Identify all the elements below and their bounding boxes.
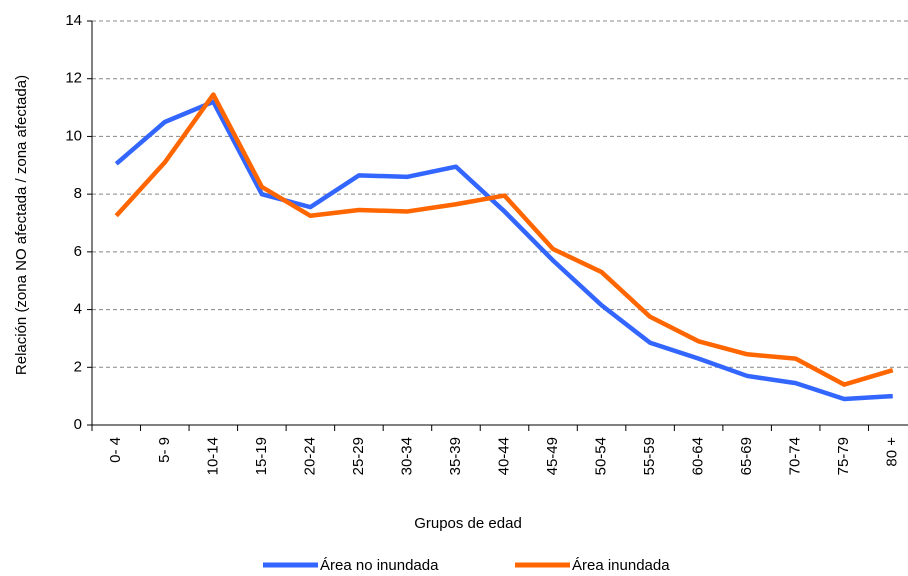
x-tick-label: 25-29 (350, 437, 367, 475)
y-tick-label: 8 (74, 185, 82, 202)
x-tick-label: 5- 9 (156, 437, 173, 463)
y-tick-label: 12 (65, 70, 82, 87)
y-tick-label: 2 (74, 358, 82, 375)
y-axis-label: Relación (zona NO afectada / zona afecta… (13, 75, 30, 375)
x-tick-label: 60-64 (690, 437, 707, 475)
x-axis-label: Grupos de edad (414, 515, 522, 532)
y-tick-label: 6 (74, 243, 82, 260)
x-tick-label: 55-59 (641, 437, 658, 475)
y-tick-label: 0 (74, 416, 82, 433)
x-tick-label: 50-54 (593, 437, 610, 475)
x-tick-label: 65-69 (738, 437, 755, 475)
series-line (114, 92, 894, 387)
x-tick-label: 70-74 (787, 437, 804, 475)
x-tick-label: 35-39 (447, 437, 464, 475)
legend-label: Área inundada (572, 557, 670, 574)
x-tick-label: 0- 4 (107, 437, 124, 463)
x-tick-label: 15-19 (253, 437, 270, 475)
x-tick-label: 45-49 (544, 437, 561, 475)
x-tick-label: 20-24 (301, 437, 318, 475)
x-tick-label: 80 + (884, 437, 901, 467)
x-tick-label: 40-44 (495, 437, 512, 475)
legend-label: Área no inundada (320, 557, 439, 574)
series-line (114, 99, 893, 402)
y-tick-label: 10 (65, 127, 82, 144)
y-tick-label: 4 (74, 301, 82, 318)
y-tick-label: 14 (65, 12, 82, 29)
x-tick-label: 10-14 (204, 437, 221, 475)
x-tick-label: 75-79 (835, 437, 852, 475)
x-tick-label: 30-34 (398, 437, 415, 475)
